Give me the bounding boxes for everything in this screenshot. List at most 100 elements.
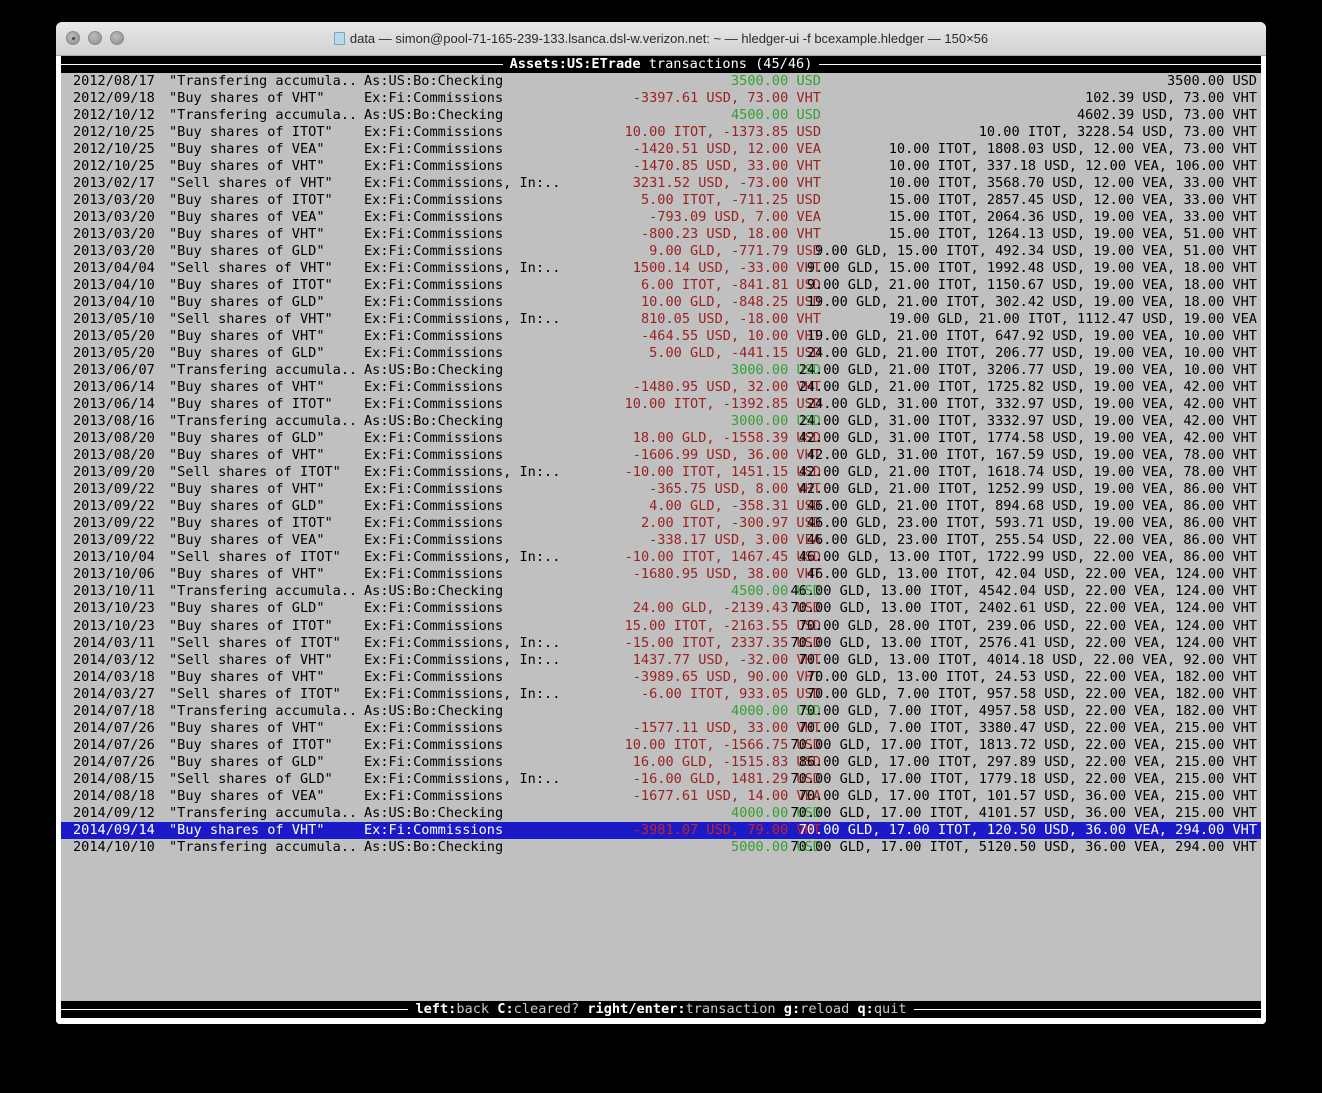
table-row[interactable]: 2013/02/17 "Sell shares of VHT" Ex:Fi:Comm… bbox=[61, 175, 1261, 192]
row-amount: 5.00 ITOT, -711.25 USD bbox=[640, 192, 821, 209]
row-date: 2013/04/04 bbox=[73, 260, 155, 277]
header-account: Assets:US:ETrade bbox=[509, 56, 641, 72]
table-row[interactable]: 2013/03/20 "Buy shares of VEA" Ex:Fi:Commi… bbox=[61, 209, 1261, 226]
row-balance: 70.00 GLD, 13.00 ITOT, 4014.18 USD, 22.0… bbox=[798, 651, 1257, 668]
screen-header: Assets:US:ETrade transactions (45/46) bbox=[61, 56, 1261, 73]
row-amount: -1480.95 USD, 32.00 VHT bbox=[632, 379, 821, 396]
table-row[interactable]: 2014/09/14 "Buy shares of VHT" Ex:Fi:Commi… bbox=[61, 821, 1261, 839]
table-row[interactable]: 2014/10/10 "Transfering accumula.. As:US:B… bbox=[61, 839, 1261, 856]
zoom-button[interactable] bbox=[110, 31, 124, 45]
row-description: "Sell shares of VHT" bbox=[169, 651, 333, 668]
row-date: 2014/09/14 bbox=[73, 821, 155, 838]
table-row[interactable]: 2012/10/25 "Buy shares of ITOT" Ex:Fi:Comm… bbox=[61, 124, 1261, 141]
table-row[interactable]: 2012/09/18 "Buy shares of VHT" Ex:Fi:Commi… bbox=[61, 90, 1261, 107]
table-row[interactable]: 2014/07/26 "Buy shares of VHT" Ex:Fi:Commi… bbox=[61, 720, 1261, 737]
table-row[interactable]: 2013/09/22 "Buy shares of GLD" Ex:Fi:Commi… bbox=[61, 498, 1261, 515]
table-row[interactable]: 2013/04/10 "Buy shares of ITOT" Ex:Fi:Comm… bbox=[61, 277, 1261, 294]
row-balance: 15.00 ITOT, 2064.36 USD, 19.00 VEA, 33.0… bbox=[888, 209, 1257, 226]
table-row[interactable]: 2013/06/14 "Buy shares of VHT" Ex:Fi:Commi… bbox=[61, 379, 1261, 396]
row-description: "Buy shares of ITOT" bbox=[169, 515, 333, 532]
row-balance: 70.00 GLD, 17.00 ITOT, 120.50 USD, 36.00… bbox=[798, 821, 1257, 838]
table-row[interactable]: 2013/06/07 "Transfering accumula.. As:US:B… bbox=[61, 362, 1261, 379]
table-row[interactable]: 2013/10/23 "Buy shares of ITOT" Ex:Fi:Comm… bbox=[61, 618, 1261, 635]
table-row[interactable]: 2013/08/20 "Buy shares of VHT" Ex:Fi:Commi… bbox=[61, 447, 1261, 464]
row-description: "Buy shares of VHT" bbox=[169, 566, 325, 583]
table-row[interactable]: 2014/07/26 "Buy shares of GLD" Ex:Fi:Commi… bbox=[61, 754, 1261, 771]
row-balance: 19.00 GLD, 21.00 ITOT, 1112.47 USD, 19.0… bbox=[888, 311, 1257, 328]
row-date: 2013/09/22 bbox=[73, 481, 155, 498]
row-amount: -1606.99 USD, 36.00 VHT bbox=[632, 447, 821, 464]
table-row[interactable]: 2013/05/20 "Buy shares of GLD" Ex:Fi:Commi… bbox=[61, 345, 1261, 362]
table-row[interactable]: 2013/09/20 "Sell shares of ITOT" Ex:Fi:Com… bbox=[61, 464, 1261, 481]
terminal-body: Assets:US:ETrade transactions (45/46) 20… bbox=[56, 56, 1266, 1024]
table-row[interactable]: 2014/07/26 "Buy shares of ITOT" Ex:Fi:Comm… bbox=[61, 737, 1261, 754]
window-titlebar[interactable]: data — simon@pool-71-165-239-133.lsanca.… bbox=[56, 22, 1266, 56]
table-row[interactable]: 2013/04/10 "Buy shares of GLD" Ex:Fi:Commi… bbox=[61, 294, 1261, 311]
table-row[interactable]: 2014/09/12 "Transfering accumula.. As:US:B… bbox=[61, 805, 1261, 822]
row-date: 2013/03/20 bbox=[73, 226, 155, 243]
row-date: 2014/03/12 bbox=[73, 651, 155, 668]
row-amount: 10.00 ITOT, -1373.85 USD bbox=[624, 124, 821, 141]
table-row[interactable]: 2014/08/15 "Sell shares of GLD" Ex:Fi:Comm… bbox=[61, 771, 1261, 788]
table-row[interactable]: 2013/06/14 "Buy shares of ITOT" Ex:Fi:Comm… bbox=[61, 396, 1261, 413]
table-row[interactable]: 2013/09/22 "Buy shares of VEA" Ex:Fi:Commi… bbox=[61, 532, 1261, 549]
transaction-list[interactable]: 2012/08/17 "Transfering accumula.. As:US:B… bbox=[61, 73, 1261, 856]
traffic-light-group bbox=[66, 31, 124, 45]
row-account: As:US:Bo:Checking bbox=[364, 362, 504, 379]
table-row[interactable]: 2014/08/18 "Buy shares of VEA" Ex:Fi:Commi… bbox=[61, 788, 1261, 805]
table-row[interactable]: 2013/03/20 "Buy shares of ITOT" Ex:Fi:Comm… bbox=[61, 192, 1261, 209]
row-account: Ex:Fi:Commissions, In:.. bbox=[364, 175, 561, 192]
table-row[interactable]: 2013/10/23 "Buy shares of GLD" Ex:Fi:Commi… bbox=[61, 600, 1261, 617]
row-date: 2013/10/23 bbox=[73, 617, 155, 634]
row-balance: 9.00 GLD, 21.00 ITOT, 1150.67 USD, 19.00… bbox=[806, 277, 1257, 294]
row-date: 2013/09/22 bbox=[73, 532, 155, 549]
row-account: As:US:Bo:Checking bbox=[364, 702, 504, 719]
row-account: As:US:Bo:Checking bbox=[364, 107, 504, 124]
row-amount: 16.00 GLD, -1515.83 USD bbox=[632, 753, 821, 770]
close-button[interactable] bbox=[66, 31, 80, 45]
table-row[interactable]: 2013/09/22 "Buy shares of ITOT" Ex:Fi:Comm… bbox=[61, 515, 1261, 532]
status-action: back bbox=[456, 1001, 490, 1017]
row-account: Ex:Fi:Commissions bbox=[364, 328, 504, 345]
table-row[interactable]: 2012/10/25 "Buy shares of VHT" Ex:Fi:Commi… bbox=[61, 158, 1261, 175]
table-row[interactable]: 2013/09/22 "Buy shares of VHT" Ex:Fi:Commi… bbox=[61, 481, 1261, 498]
row-description: "Transfering accumula.. bbox=[169, 583, 358, 600]
table-row[interactable]: 2014/03/12 "Sell shares of VHT" Ex:Fi:Comm… bbox=[61, 652, 1261, 669]
row-balance: 15.00 ITOT, 2857.45 USD, 12.00 VEA, 33.0… bbox=[888, 192, 1257, 209]
table-row[interactable]: 2013/10/06 "Buy shares of VHT" Ex:Fi:Commi… bbox=[61, 566, 1261, 583]
table-row[interactable]: 2014/03/18 "Buy shares of VHT" Ex:Fi:Commi… bbox=[61, 669, 1261, 686]
terminal-window[interactable]: data — simon@pool-71-165-239-133.lsanca.… bbox=[56, 22, 1266, 1024]
table-row[interactable]: 2014/03/27 "Sell shares of ITOT" Ex:Fi:Com… bbox=[61, 686, 1261, 703]
table-row[interactable]: 2013/08/20 "Buy shares of GLD" Ex:Fi:Commi… bbox=[61, 430, 1261, 447]
row-description: "Sell shares of VHT" bbox=[169, 311, 333, 328]
table-row[interactable]: 2013/04/04 "Sell shares of VHT" Ex:Fi:Comm… bbox=[61, 260, 1261, 277]
row-balance: 9.00 GLD, 15.00 ITOT, 1992.48 USD, 19.00… bbox=[806, 260, 1257, 277]
table-row[interactable]: 2012/10/12 "Transfering accumula.. As:US:B… bbox=[61, 107, 1261, 124]
document-icon bbox=[333, 32, 345, 45]
table-row[interactable]: 2013/10/04 "Sell shares of ITOT" Ex:Fi:Com… bbox=[61, 549, 1261, 566]
row-date: 2013/06/14 bbox=[73, 379, 155, 396]
table-row[interactable]: 2014/07/18 "Transfering accumula.. As:US:B… bbox=[61, 703, 1261, 720]
row-description: "Sell shares of ITOT" bbox=[169, 464, 341, 481]
row-amount: 5000.00 USD bbox=[730, 838, 821, 855]
row-balance: 24.00 GLD, 21.00 ITOT, 3206.77 USD, 19.0… bbox=[798, 362, 1257, 379]
row-balance: 46.00 GLD, 21.00 ITOT, 894.68 USD, 19.00… bbox=[806, 498, 1257, 515]
row-amount: -1677.61 USD, 14.00 VEA bbox=[632, 787, 821, 804]
row-balance: 86.00 GLD, 17.00 ITOT, 297.89 USD, 22.00… bbox=[798, 753, 1257, 770]
minimize-button[interactable] bbox=[88, 31, 102, 45]
table-row[interactable]: 2013/05/20 "Buy shares of VHT" Ex:Fi:Commi… bbox=[61, 328, 1261, 345]
row-amount: 3000.00 USD bbox=[730, 413, 821, 430]
table-row[interactable]: 2014/03/11 "Sell shares of ITOT" Ex:Fi:Com… bbox=[61, 635, 1261, 652]
table-row[interactable]: 2013/08/16 "Transfering accumula.. As:US:B… bbox=[61, 413, 1261, 430]
row-description: "Transfering accumula.. bbox=[169, 838, 358, 855]
table-row[interactable]: 2013/03/20 "Buy shares of VHT" Ex:Fi:Commi… bbox=[61, 226, 1261, 243]
row-description: "Buy shares of GLD" bbox=[169, 498, 325, 515]
table-row[interactable]: 2012/08/17 "Transfering accumula.. As:US:B… bbox=[61, 73, 1261, 90]
table-row[interactable]: 2012/10/25 "Buy shares of VEA" Ex:Fi:Commi… bbox=[61, 141, 1261, 158]
row-account: As:US:Bo:Checking bbox=[364, 804, 504, 821]
row-date: 2013/09/22 bbox=[73, 515, 155, 532]
table-row[interactable]: 2013/05/10 "Sell shares of VHT" Ex:Fi:Comm… bbox=[61, 311, 1261, 328]
table-row[interactable]: 2013/10/11 "Transfering accumula.. As:US:B… bbox=[61, 583, 1261, 600]
table-row[interactable]: 2013/03/20 "Buy shares of GLD" Ex:Fi:Commi… bbox=[61, 243, 1261, 260]
row-description: "Buy shares of VHT" bbox=[169, 379, 325, 396]
